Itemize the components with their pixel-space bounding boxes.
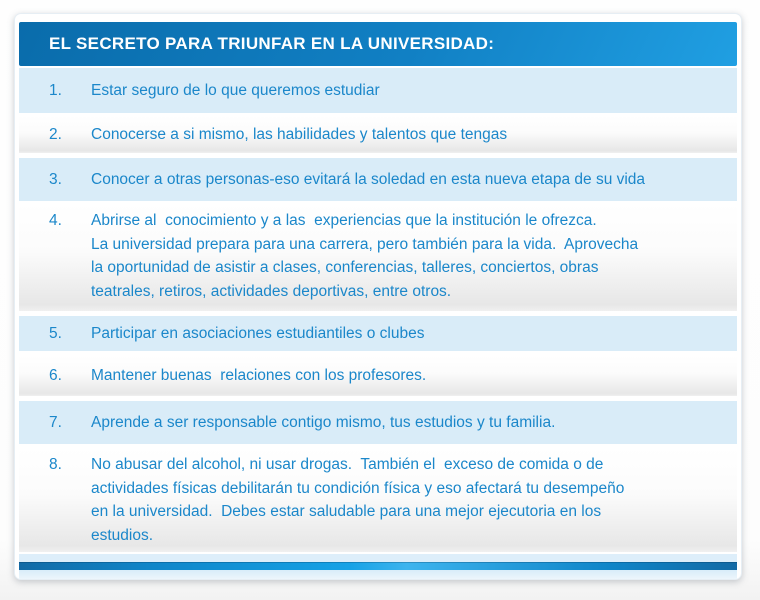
header-bar: EL SECRETO PARA TRIUNFAR EN LA UNIVERSID…: [19, 22, 737, 66]
list-item: 8. No abusar del alcohol, ni usar drogas…: [19, 448, 737, 552]
item-number: 1.: [49, 81, 62, 99]
item-text: Conocerse a si mismo, las habilidades y …: [91, 125, 508, 143]
footer-strip: [19, 554, 737, 562]
item-number: 2.: [49, 125, 62, 143]
item-text: Conocer a otras personas-eso evitará la …: [91, 170, 646, 188]
item-text: Mantener buenas relaciones con los profe…: [91, 367, 427, 384]
item-text: No abusar del alcohol, ni usar drogas. T…: [91, 456, 625, 544]
footer-strip: [19, 570, 737, 579]
list-item: 5. Participar en asociaciones estudianti…: [19, 316, 737, 351]
item-text: Estar seguro de lo que queremos estudiar: [91, 81, 380, 99]
list-item: 7. Aprende a ser responsable contigo mis…: [19, 401, 737, 444]
list-item: 2. Conocerse a si mismo, las habilidades…: [19, 116, 737, 153]
item-number: 4.: [49, 212, 62, 229]
item-text: Participar en asociaciones estudiantiles…: [91, 324, 425, 342]
list-item: 3. Conocer a otras personas-eso evitará …: [19, 158, 737, 201]
content-card: EL SECRETO PARA TRIUNFAR EN LA UNIVERSID…: [14, 13, 742, 580]
page-title: EL SECRETO PARA TRIUNFAR EN LA UNIVERSID…: [49, 34, 495, 53]
footer-accent-bar: [19, 562, 737, 570]
list-item: 1. Estar seguro de lo que queremos estud…: [19, 68, 737, 113]
list-item: 4. Abrirse al conocimiento y a las exper…: [19, 204, 737, 311]
item-text: Abrirse al conocimiento y a las experien…: [91, 212, 639, 300]
item-text: Aprende a ser responsable contigo mismo,…: [91, 413, 556, 431]
item-number: 3.: [49, 170, 62, 188]
list-item: 6. Mantener buenas relaciones con los pr…: [19, 356, 737, 396]
item-number: 8.: [49, 456, 62, 473]
item-number: 6.: [49, 367, 62, 384]
item-number: 7.: [49, 413, 62, 431]
item-number: 5.: [49, 324, 62, 342]
